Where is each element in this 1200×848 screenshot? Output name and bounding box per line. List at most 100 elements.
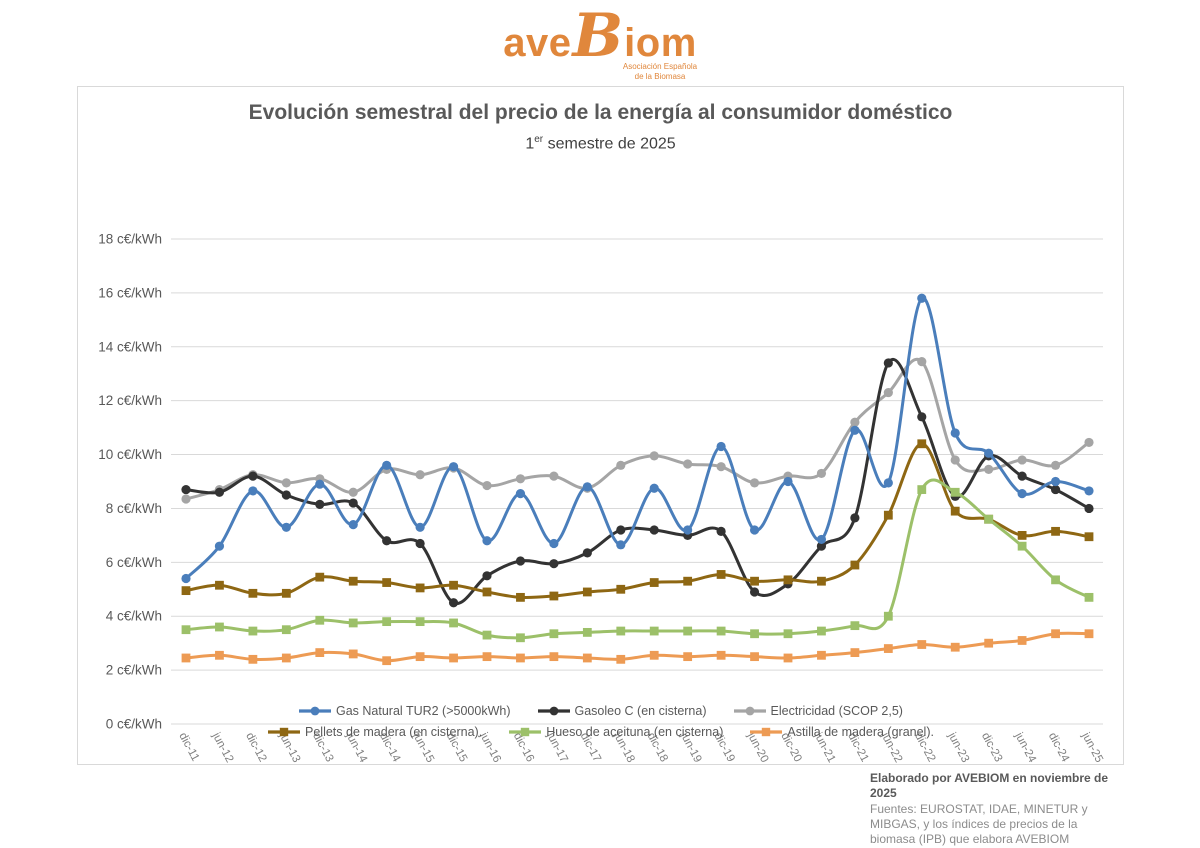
point-astilla-de-madera-granel-dic-22	[917, 640, 927, 650]
point-gas-natural-tur2-5000kwh-jun-21	[816, 535, 827, 545]
series-line-gas-natural-tur2-5000kwh	[184, 297, 1091, 581]
point-pellets-de-madera-en-cisterna-dic-21	[850, 560, 860, 570]
point-gas-natural-tur2-5000kwh-dic-17	[582, 482, 592, 492]
point-astilla-de-madera-granel-dic-20	[783, 653, 793, 663]
point-astilla-de-madera-granel-jun-22	[883, 644, 893, 654]
legend-item-electricidad-scop-2-5: Electricidad (SCOP 2,5)	[733, 704, 903, 718]
point-gas-natural-tur2-5000kwh-dic-22	[917, 294, 927, 304]
point-gasoleo-c-en-cisterna-dic-15	[448, 598, 459, 608]
point-astilla-de-madera-granel-dic-17	[582, 653, 592, 663]
point-pellets-de-madera-en-cisterna-dic-11	[181, 586, 191, 596]
point-hueso-de-aceituna-en-cisterna-jun-12	[215, 622, 224, 632]
point-gasoleo-c-en-cisterna-jun-24	[1017, 471, 1027, 482]
point-gas-natural-tur2-5000kwh-dic-24	[1050, 477, 1061, 487]
point-gasoleo-c-en-cisterna-dic-14	[382, 536, 392, 546]
point-gasoleo-c-en-cisterna-dic-22	[917, 412, 927, 422]
point-pellets-de-madera-en-cisterna-jun-24	[1017, 531, 1027, 541]
point-gas-natural-tur2-5000kwh-jun-15	[415, 523, 425, 533]
point-astilla-de-madera-granel-dic-11	[181, 653, 191, 663]
point-astilla-de-madera-granel-jun-18	[616, 655, 626, 665]
point-hueso-de-aceituna-en-cisterna-dic-22	[917, 485, 927, 495]
logo-tagline: Asociación Española de la Biomasa	[503, 62, 697, 82]
point-hueso-de-aceituna-en-cisterna-jun-14	[348, 618, 358, 628]
point-gasoleo-c-en-cisterna-jun-20	[749, 587, 760, 597]
logo-text-b: B	[572, 1, 624, 71]
point-electricidad-scop-2-5-jun-22	[883, 388, 893, 398]
point-pellets-de-madera-en-cisterna-dic-16	[516, 593, 525, 603]
point-pellets-de-madera-en-cisterna-jun-22	[883, 511, 893, 520]
subtitle-rest: semestre de 2025	[543, 135, 676, 153]
point-gas-natural-tur2-5000kwh-jun-22	[883, 478, 893, 488]
point-pellets-de-madera-en-cisterna-dic-22	[917, 439, 927, 449]
point-pellets-de-madera-en-cisterna-jun-15	[415, 583, 425, 593]
point-electricidad-scop-2-5-dic-21	[850, 417, 860, 428]
point-electricidad-scop-2-5-jun-20	[749, 478, 760, 488]
point-electricidad-scop-2-5-jun-17	[549, 471, 559, 482]
y-tick-label-18: 18 c€/kWh	[98, 232, 162, 247]
point-electricidad-scop-2-5-dic-19	[716, 462, 726, 472]
point-electricidad-scop-2-5-jun-24	[1017, 455, 1027, 465]
point-electricidad-scop-2-5-jun-14	[348, 488, 358, 498]
legend-marker-hueso-de-aceituna-en-cisterna-icon	[509, 727, 542, 737]
y-tick-label-10: 10 c€/kWh	[98, 447, 162, 462]
point-electricidad-scop-2-5-dic-16	[515, 474, 526, 484]
point-pellets-de-madera-en-cisterna-jun-12	[215, 581, 224, 590]
point-astilla-de-madera-granel-jun-19	[683, 652, 693, 662]
point-gasoleo-c-en-cisterna-jun-12	[214, 488, 225, 498]
y-tick-label-8: 8 c€/kWh	[106, 501, 162, 516]
point-gasoleo-c-en-cisterna-jun-17	[549, 559, 559, 569]
point-gas-natural-tur2-5000kwh-jun-13	[281, 523, 291, 533]
point-hueso-de-aceituna-en-cisterna-dic-16	[516, 633, 525, 643]
point-hueso-de-aceituna-en-cisterna-dic-13	[315, 616, 325, 625]
point-electricidad-scop-2-5-jun-19	[683, 459, 693, 469]
point-astilla-de-madera-granel-jun-14	[348, 649, 358, 659]
point-gas-natural-tur2-5000kwh-dic-18	[649, 483, 659, 494]
point-gasoleo-c-en-cisterna-jun-16	[482, 571, 492, 581]
point-pellets-de-madera-en-cisterna-jun-18	[616, 585, 626, 595]
point-hueso-de-aceituna-en-cisterna-dic-19	[716, 626, 726, 636]
point-astilla-de-madera-granel-dic-16	[516, 653, 525, 663]
point-electricidad-scop-2-5-jun-15	[415, 470, 425, 480]
legend-label-gas-natural-tur2-5000kwh: Gas Natural TUR2 (>5000kWh)	[336, 704, 511, 718]
point-electricidad-scop-2-5-jun-18	[616, 461, 626, 471]
point-astilla-de-madera-granel-jun-16	[482, 652, 492, 662]
point-gasoleo-c-en-cisterna-dic-18	[649, 525, 659, 535]
point-hueso-de-aceituna-en-cisterna-jun-19	[683, 626, 693, 636]
point-gasoleo-c-en-cisterna-dic-11	[181, 485, 191, 495]
point-astilla-de-madera-granel-jun-17	[549, 652, 559, 662]
point-pellets-de-madera-en-cisterna-dic-15	[449, 581, 458, 590]
y-tick-label-16: 16 c€/kWh	[98, 286, 162, 301]
point-hueso-de-aceituna-en-cisterna-dic-14	[382, 617, 392, 627]
subtitle-superscript: er	[534, 134, 544, 145]
point-hueso-de-aceituna-en-cisterna-dic-11	[181, 625, 191, 635]
point-hueso-de-aceituna-en-cisterna-jun-22	[883, 612, 893, 621]
point-pellets-de-madera-en-cisterna-jun-17	[549, 591, 559, 601]
legend-label-astilla-de-madera-granel: Astilla de madera (granel).	[787, 725, 934, 739]
point-hueso-de-aceituna-en-cisterna-dic-17	[582, 628, 592, 638]
point-electricidad-scop-2-5-jun-25	[1084, 438, 1094, 448]
point-electricidad-scop-2-5-jun-23	[950, 455, 960, 465]
price-evolution-chart: 0 c€/kWh 2 c€/kWh 4 c€/kWh 6 c€/kWh 8 c€/kWh…	[98, 232, 1105, 766]
point-hueso-de-aceituna-en-cisterna-dic-15	[449, 618, 458, 628]
point-gasoleo-c-en-cisterna-jun-13	[281, 490, 291, 500]
series-line-electricidad-scop-2-5	[184, 358, 1091, 501]
point-electricidad-scop-2-5-dic-23	[984, 465, 994, 475]
point-hueso-de-aceituna-en-cisterna-jun-18	[616, 626, 626, 636]
point-gas-natural-tur2-5000kwh-dic-21	[850, 426, 860, 436]
point-gas-natural-tur2-5000kwh-jun-14	[348, 520, 358, 530]
point-gas-natural-tur2-5000kwh-jun-19	[683, 525, 693, 535]
point-gas-natural-tur2-5000kwh-dic-20	[783, 477, 793, 487]
point-gas-natural-tur2-5000kwh-dic-23	[984, 448, 994, 459]
point-astilla-de-madera-granel-dic-24	[1051, 629, 1060, 639]
point-hueso-de-aceituna-en-cisterna-jun-24	[1017, 542, 1027, 551]
point-gas-natural-tur2-5000kwh-dic-19	[716, 442, 726, 452]
point-astilla-de-madera-granel-jun-15	[415, 652, 425, 662]
legend-label-electricidad-scop-2-5: Electricidad (SCOP 2,5)	[770, 704, 903, 718]
point-gas-natural-tur2-5000kwh-jun-25	[1084, 486, 1094, 496]
subtitle-prefix: 1	[525, 135, 535, 153]
point-gasoleo-c-en-cisterna-dic-16	[515, 556, 526, 566]
series-line-hueso-de-aceituna-en-cisterna	[184, 478, 1091, 640]
point-astilla-de-madera-granel-jun-25	[1084, 629, 1094, 639]
logo-tagline-line2: de la Biomasa	[634, 72, 686, 81]
